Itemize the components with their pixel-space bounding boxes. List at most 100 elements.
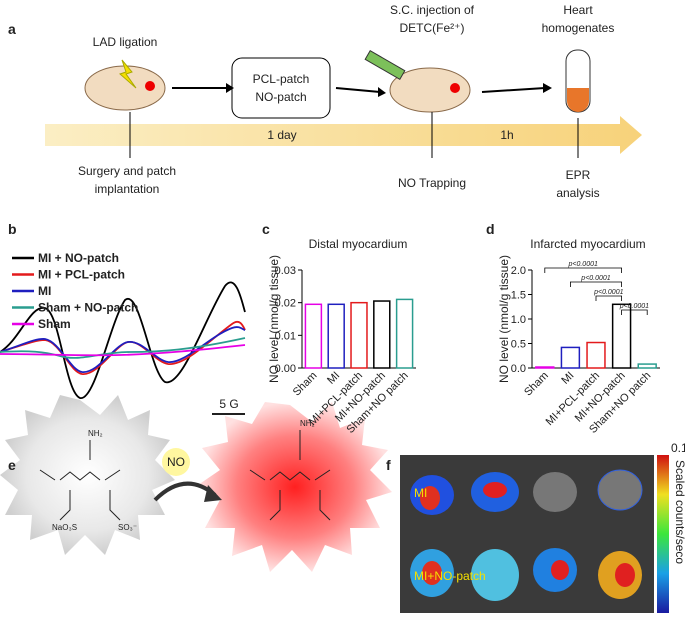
y-tick-label: 1.0 [511, 314, 526, 326]
reagent: NO [167, 455, 185, 469]
panel-label: c [262, 221, 270, 237]
colorbar [657, 455, 669, 613]
step: homogenates [542, 21, 615, 35]
significance-label: p<0.0001 [619, 303, 649, 310]
y-tick-label: 0.02 [275, 298, 296, 310]
hotspot [551, 560, 569, 580]
epr-curves [0, 281, 246, 415]
chart-title: Infarcted myocardium [530, 237, 645, 251]
arrow [335, 87, 381, 93]
curve [0, 344, 246, 357]
y-tick-label: 0.01 [275, 330, 296, 342]
bar [637, 363, 657, 369]
y-axis-label: NO level (nmol/g tissue) [497, 255, 511, 383]
step: S.C. injection of [390, 3, 475, 17]
colorbar-label: Scaled counts/seco [673, 460, 685, 564]
legend-label: MI [38, 284, 51, 298]
panel-label: b [8, 221, 17, 237]
event: Surgery and patch [78, 164, 176, 178]
bar [350, 301, 368, 369]
significance-bracket [570, 281, 622, 287]
structure [39, 440, 121, 521]
arrow-head [378, 87, 386, 97]
chart-title: Distal myocardium [309, 237, 408, 251]
curve [0, 326, 246, 373]
step: DETC(Fe²⁺) [400, 21, 465, 35]
event: analysis [556, 186, 599, 200]
y-tick-label: 0.00 [275, 363, 296, 375]
step: PCL-patch [253, 72, 310, 86]
colorbar-max: 0.12 [671, 441, 685, 455]
image-label: MI [414, 486, 427, 500]
hotspot [483, 482, 507, 498]
group: NaO₃S [52, 523, 77, 532]
probe-shape [0, 395, 175, 555]
event: NO Trapping [398, 176, 466, 190]
bar [586, 341, 606, 369]
y-tick-label: 0.5 [511, 339, 526, 351]
panel-label: a [8, 21, 16, 37]
legend-label: MI + NO-patch [38, 251, 119, 265]
bar [373, 300, 391, 369]
heart [450, 83, 460, 93]
legend-label: MI + PCL-patch [38, 268, 125, 282]
significance-bracket [595, 295, 622, 301]
step: NO-patch [255, 90, 306, 104]
legend-label: Sham [38, 317, 71, 331]
y-tick-label: 0.03 [275, 265, 296, 277]
bar [560, 346, 581, 369]
y-axis-label: NO level (nmol/g tissue) [267, 255, 281, 383]
arrow-head [543, 83, 552, 93]
bar [611, 303, 632, 369]
curve [0, 281, 246, 399]
timeline-label: 1h [500, 128, 513, 142]
significance-bracket [621, 309, 648, 315]
heart-scan [533, 472, 577, 512]
group: SO₃⁻ [118, 523, 137, 532]
group: NH₂ [300, 419, 315, 428]
bar [304, 303, 323, 369]
significance-label: p<0.0001 [580, 275, 610, 282]
homogenate [567, 88, 589, 112]
event: EPR [566, 168, 591, 182]
structure [249, 430, 331, 521]
x-tick-label: MI [559, 370, 576, 387]
syringe [364, 49, 406, 81]
panel-label: e [8, 457, 16, 473]
y-tick-label: 1.5 [511, 290, 526, 302]
timeline-arrow [45, 116, 642, 154]
image-label: MI+NO-patch [414, 569, 486, 583]
bar [327, 303, 345, 369]
arrow-head [204, 485, 222, 502]
significance-label: p<0.0001 [567, 261, 597, 268]
legend-label: Sham + NO-patch [38, 301, 138, 315]
group: NH₂ [88, 429, 103, 438]
heart [145, 81, 155, 91]
panel-e-art [0, 395, 392, 572]
timeline-label: 1 day [267, 128, 296, 142]
panel-label: d [486, 221, 495, 237]
y-tick-label: 0.0 [511, 363, 526, 375]
arrow-head [226, 83, 234, 93]
y-tick-label: 2.0 [511, 265, 526, 277]
significance-label: p<0.0001 [593, 289, 623, 296]
mouse [389, 67, 471, 113]
x-tick-label: Sham [522, 370, 551, 399]
heart-scan [471, 549, 519, 601]
panel-f-art [400, 455, 669, 613]
bar [395, 298, 414, 369]
step: Heart [563, 3, 593, 17]
panel-a-art [45, 49, 642, 158]
patch-box [231, 57, 331, 119]
step: LAD ligation [93, 35, 158, 49]
product-shape [198, 402, 392, 572]
scale-label: 5 G [219, 397, 238, 411]
heart-scan [597, 469, 643, 511]
hotspot [422, 561, 442, 585]
hotspot [615, 563, 635, 587]
x-tick-label: MI [325, 370, 342, 387]
significance-bracket [544, 267, 622, 273]
lightning [119, 59, 137, 89]
hotspot [420, 486, 440, 510]
